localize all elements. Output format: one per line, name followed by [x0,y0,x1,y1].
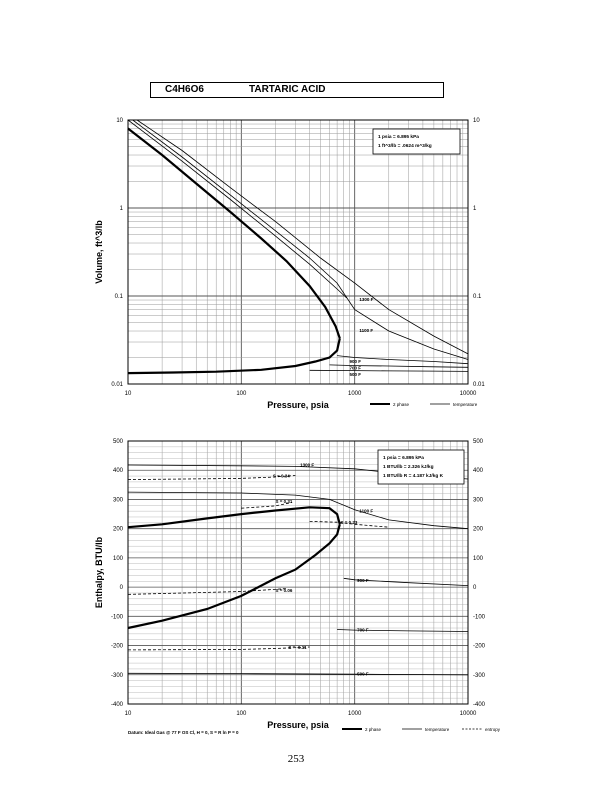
series-entropy [309,521,389,528]
conversion-note-box [377,449,465,485]
curve-annotation: S = 0.06 [275,588,292,593]
legend-label: temperature [425,727,450,732]
datum-footnote: Datum: Ideal Gas @ 77 F OS Cl, H = 0, S … [128,730,239,735]
curve-annotation: 1100 F [359,328,373,333]
curve-annotation: 700 F [357,627,369,632]
y-tick-label-right: 0.1 [473,294,482,300]
y-tick-label-left: -200 [111,644,124,650]
conversion-note-line: 1 BTU/lb R = 4.187 kJ/kg K [383,473,444,479]
series-two_phase [127,506,341,529]
curve-annotation: 900 F [349,359,361,364]
series-temperature [337,629,469,632]
series-temperature [329,364,469,368]
y-tick-label-right: 300 [473,497,484,503]
series-two_phase [127,127,341,339]
series-entropy [127,588,287,595]
y-tick-label-right: -300 [473,673,486,679]
x-tick-label: 10000 [460,711,477,717]
curve-annotation: 500 F [357,671,369,676]
series-entropy [127,475,296,480]
y-tick-label-right: 500 [473,439,484,445]
compound-formula: C4H6O6 [165,84,204,95]
y-tick-label-left: 200 [113,527,124,533]
x-tick-label: 10000 [460,391,477,397]
y-tick-label-right: -200 [473,644,486,650]
conversion-note-line: 1 BTU/lb = 2.326 kJ/kg [383,464,434,470]
y-tick-label-left: 0.01 [111,382,123,388]
y-axis-label: Enthalpy, BTU/lb [94,536,104,608]
legend-label: 2 phase [393,402,410,407]
series-entropy [127,646,310,651]
curve-annotation: S = 0.23 [341,520,358,525]
y-tick-label-right: 0 [473,585,477,591]
y-tick-label-right: 0.01 [473,382,485,388]
x-tick-label: 100 [236,711,247,717]
y-tick-label-right: -400 [473,702,486,708]
x-tick-label: 100 [236,391,247,397]
x-axis-label: Pressure, psia [267,720,330,730]
curve-annotation: 1100 F [359,509,373,514]
series-temperature [343,577,469,586]
series-entropy [241,502,293,509]
curve-annotation: 700 F [349,365,361,370]
y-tick-label-left: 300 [113,497,124,503]
y-tick-label-right: 1 [473,206,477,212]
y-tick-label-left: 500 [113,439,124,445]
curve-annotation: S = 0.34 [273,473,290,478]
y-tick-label-left: 1 [120,206,124,212]
conversion-note-line: 1 psia = 6.895 kPa [383,455,424,461]
curve-annotation: S = -0.11 [288,645,307,650]
plot-frame [127,440,469,705]
series-temperature [127,672,469,676]
series-temperature [127,119,347,299]
x-tick-label: 1000 [348,391,362,397]
series-temperature [337,355,469,365]
title-box: C4H6O6 TARTARIC ACID [150,82,444,98]
legend-label: temperature [453,402,478,407]
compound-name: TARTARIC ACID [249,84,326,95]
y-tick-label-right: 400 [473,468,484,474]
y-tick-label-right: -100 [473,614,486,620]
y-tick-label-left: 10 [116,118,123,124]
conversion-note-box [372,128,461,155]
series-temperature [127,491,469,530]
series-temperature [132,119,469,360]
conversion-note-line: 1 psia = 6.895 kPa [378,134,419,140]
y-axis-label: Volume, ft^3/lb [94,220,104,284]
x-tick-label: 1000 [348,711,362,717]
legend-label: 2 phase [365,727,382,732]
conversion-note-line: 1 ft^3/lb = .0624 m^3/kg [378,143,432,149]
curve-annotation: 1300 F [359,297,373,302]
x-axis-label: Pressure, psia [267,400,330,410]
y-tick-label-left: -300 [111,673,124,679]
legend-label: entropy [485,727,501,732]
series-temperature [309,369,469,372]
plot-frame [127,119,469,385]
y-tick-label-right: 200 [473,527,484,533]
y-tick-label-left: -400 [111,702,124,708]
y-tick-label-right: 100 [473,556,484,562]
y-tick-label-left: 0.1 [115,294,124,300]
series-temperature [136,119,469,355]
y-tick-label-left: 100 [113,556,124,562]
y-tick-label-left: 0 [120,585,124,591]
curve-annotation: 500 F [349,372,361,377]
y-tick-label-right: 10 [473,118,480,124]
series-two_phase [127,524,341,630]
curve-annotation: 900 F [357,578,369,583]
page-number: 253 [287,753,305,765]
y-tick-label-left: 400 [113,468,124,474]
x-tick-label: 10 [125,391,132,397]
curve-annotation: 1300 F [300,462,314,467]
x-tick-label: 10 [125,711,132,717]
y-tick-label-left: -100 [111,614,124,620]
series-two_phase [127,338,341,375]
curve-annotation: S = 0.31 [275,499,292,504]
